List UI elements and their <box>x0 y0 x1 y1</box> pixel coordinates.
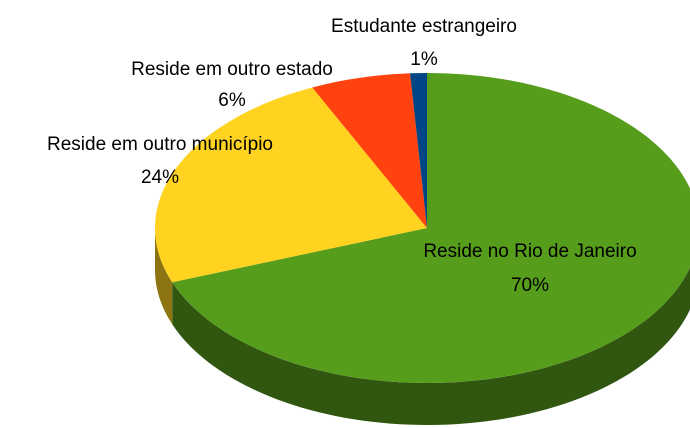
value-label: 70% <box>511 275 549 296</box>
pie-side <box>155 228 173 325</box>
value-label: 6% <box>218 90 246 111</box>
pie-slice <box>410 73 427 228</box>
pie-slice <box>155 87 428 283</box>
pie-slice <box>312 73 427 228</box>
slice-label: Reside no Rio de Janeiro <box>423 241 636 262</box>
value-label: 1% <box>410 49 438 70</box>
slice-label: Reside em outro estado <box>131 59 333 80</box>
pie-side <box>172 267 690 425</box>
value-label: 24% <box>141 167 179 188</box>
slice-label: Estudante estrangeiro <box>331 16 517 37</box>
pie-slice <box>172 73 690 383</box>
slice-label: Reside em outro município <box>47 134 273 155</box>
